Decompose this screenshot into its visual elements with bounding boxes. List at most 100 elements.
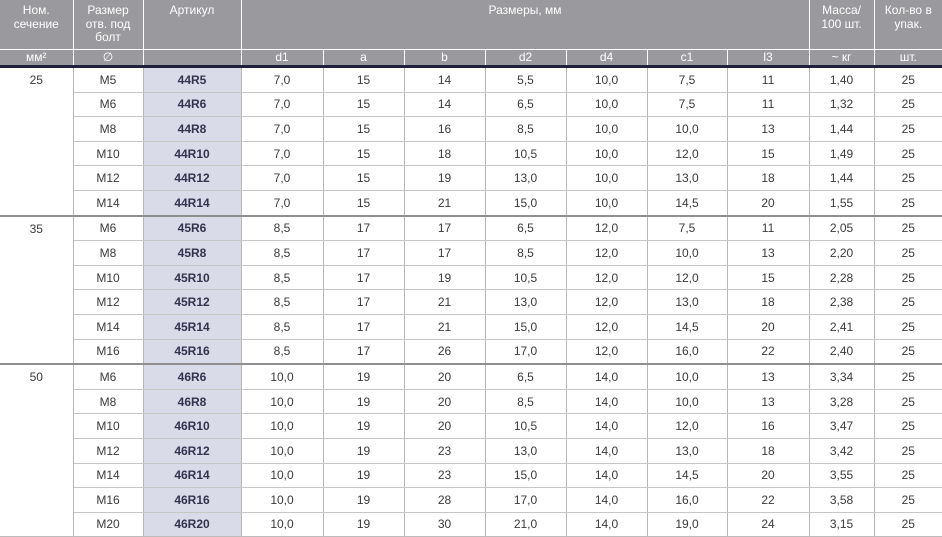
dim-c1-cell: 13,0 — [647, 165, 728, 191]
bolt-size-cell: M14 — [73, 190, 144, 217]
dim-a-cell: 15 — [323, 165, 405, 191]
dim-d2-cell: 17,0 — [485, 487, 567, 513]
dim-d1-cell: 8,5 — [241, 265, 324, 291]
dim-a-cell: 19 — [323, 389, 405, 415]
table-row: 25 M5 44R5 7,0 15 14 5,5 10,0 7,5 11 1,40 25 — [0, 66, 942, 217]
mass-cell: 1,44 — [809, 116, 875, 142]
bolt-size-cell: M5 — [73, 66, 144, 93]
bolt-size-cell: M8 — [73, 389, 144, 415]
dim-d4-cell: 14,0 — [566, 364, 648, 390]
mass-cell: 2,05 — [809, 215, 875, 242]
article-cell: 44R8 — [143, 116, 242, 142]
dim-d2-cell: 13,0 — [485, 165, 567, 191]
dim-c1-cell: 19,0 — [647, 512, 728, 537]
dim-a-cell: 15 — [323, 116, 405, 142]
dim-l3-cell: 13 — [727, 116, 810, 142]
dim-a-cell: 17 — [323, 289, 405, 315]
table-row: 50 M6 46R6 10,0 19 20 6,5 14,0 10,0 13 3,34 25 — [0, 364, 942, 537]
qty-cell: 25 — [874, 512, 942, 537]
bolt-size-cell: M8 — [73, 116, 144, 142]
mass-cell: 2,41 — [809, 314, 875, 340]
table-row: M10 46R10 10,0 19 20 10,5 14,0 12,0 16 3,47 25 — [0, 413, 942, 439]
dim-d4-cell: 14,0 — [566, 463, 648, 489]
dim-d4-cell: 14,0 — [566, 487, 648, 513]
table-row: M12 45R12 8,5 17 21 13,0 12,0 13,0 18 2,38 25 — [0, 289, 942, 315]
dim-c1-cell: 10,0 — [647, 389, 728, 415]
dim-b-cell: 19 — [404, 265, 486, 291]
article-cell: 45R16 — [143, 339, 242, 366]
dim-d2-cell: 6,5 — [485, 364, 567, 390]
dim-d1-cell: 7,0 — [241, 116, 324, 142]
dim-a-cell: 19 — [323, 463, 405, 489]
bolt-size-cell: M6 — [73, 92, 144, 118]
qty-cell: 25 — [874, 190, 942, 217]
dim-d1-cell: 7,0 — [241, 165, 324, 191]
table-header: Ном. сечение Размер отв. под болт Артику… — [0, 0, 942, 68]
dim-c1-cell: 16,0 — [647, 487, 728, 513]
mass-cell: 2,28 — [809, 265, 875, 291]
header-row-titles: Ном. сечение Размер отв. под болт Артику… — [0, 0, 942, 50]
qty-cell: 25 — [874, 487, 942, 513]
header-nominal-section: Ном. сечение — [0, 0, 74, 50]
dim-d4-cell: 14,0 — [566, 512, 648, 537]
qty-cell: 25 — [874, 240, 942, 266]
bolt-size-cell: M20 — [73, 512, 144, 537]
dim-c1-cell: 14,5 — [647, 190, 728, 217]
table-row: 35 M6 45R6 8,5 17 17 6,5 12,0 7,5 11 2,05 25 — [0, 215, 942, 366]
dim-b-cell: 23 — [404, 438, 486, 464]
dim-b-cell: 28 — [404, 487, 486, 513]
dim-d2-cell: 5,5 — [485, 66, 567, 93]
dim-a-cell: 19 — [323, 438, 405, 464]
article-cell: 45R6 — [143, 215, 242, 242]
dim-d4-cell: 12,0 — [566, 339, 648, 366]
table-row: M8 44R8 7,0 15 16 8,5 10,0 10,0 13 1,44 25 — [0, 116, 942, 142]
table-body: 25 M5 44R5 7,0 15 14 5,5 10,0 7,5 11 1,40 25 M6 44R6 7… — [0, 66, 942, 537]
qty-cell: 25 — [874, 66, 942, 93]
article-cell: 44R6 — [143, 92, 242, 118]
dim-d4-cell: 10,0 — [566, 66, 648, 93]
qty-cell: 25 — [874, 389, 942, 415]
qty-cell: 25 — [874, 116, 942, 142]
mass-cell: 1,32 — [809, 92, 875, 118]
qty-cell: 25 — [874, 438, 942, 464]
dim-d4-cell: 10,0 — [566, 190, 648, 217]
subheader-mm2: мм² — [0, 49, 74, 68]
dim-d1-cell: 8,5 — [241, 215, 324, 242]
dim-d2-cell: 15,0 — [485, 463, 567, 489]
article-cell: 44R12 — [143, 165, 242, 191]
dim-c1-cell: 13,0 — [647, 438, 728, 464]
dim-d2-cell: 8,5 — [485, 240, 567, 266]
dim-a-cell: 15 — [323, 66, 405, 93]
dim-c1-cell: 7,5 — [647, 66, 728, 93]
subheader-diameter: ∅ — [73, 49, 144, 68]
dim-d1-cell: 8,5 — [241, 240, 324, 266]
article-cell: 46R8 — [143, 389, 242, 415]
bolt-size-cell: M12 — [73, 289, 144, 315]
dim-b-cell: 21 — [404, 190, 486, 217]
bolt-size-cell: M8 — [73, 240, 144, 266]
article-cell: 44R5 — [143, 66, 242, 93]
table-row: M14 44R14 7,0 15 21 15,0 10,0 14,5 20 1,55 25 — [0, 190, 942, 217]
dim-b-cell: 21 — [404, 314, 486, 340]
dim-c1-cell: 16,0 — [647, 339, 728, 366]
dim-c1-cell: 14,5 — [647, 314, 728, 340]
dim-a-cell: 15 — [323, 141, 405, 167]
dim-l3-cell: 11 — [727, 92, 810, 118]
section-label: 35 — [0, 215, 74, 366]
table-row: M12 44R12 7,0 15 19 13,0 10,0 13,0 18 1,44 25 — [0, 165, 942, 191]
dim-l3-cell: 16 — [727, 413, 810, 439]
dim-l3-cell: 11 — [727, 66, 810, 93]
subheader-d2: d2 — [485, 49, 567, 68]
article-cell: 46R20 — [143, 512, 242, 537]
dim-l3-cell: 13 — [727, 389, 810, 415]
bolt-size-cell: M12 — [73, 438, 144, 464]
dim-a-cell: 19 — [323, 364, 405, 390]
mass-cell: 1,55 — [809, 190, 875, 217]
dim-d4-cell: 12,0 — [566, 265, 648, 291]
dim-b-cell: 17 — [404, 240, 486, 266]
dim-d1-cell: 10,0 — [241, 487, 324, 513]
dim-c1-cell: 10,0 — [647, 116, 728, 142]
article-cell: 46R14 — [143, 463, 242, 489]
dim-c1-cell: 14,5 — [647, 463, 728, 489]
dim-a-cell: 19 — [323, 413, 405, 439]
